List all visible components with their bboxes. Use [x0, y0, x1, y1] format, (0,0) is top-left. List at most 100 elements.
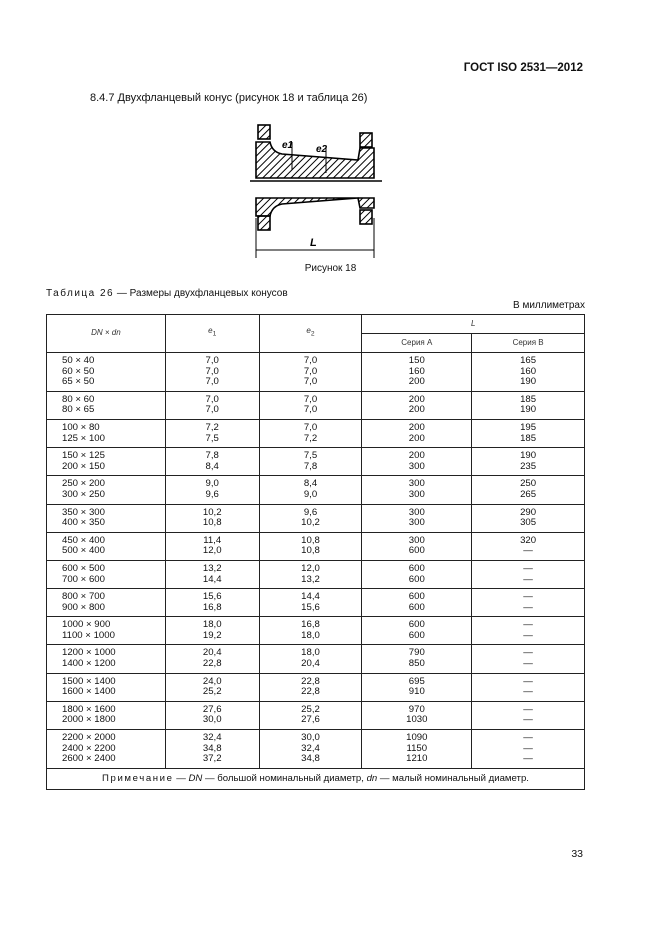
- cell-value: 22,8: [301, 675, 320, 687]
- header-series-b: Серия В: [471, 333, 585, 353]
- cell-value: —: [523, 675, 533, 687]
- cell-value: —: [523, 703, 533, 715]
- cell-value: 50 × 40: [62, 355, 95, 366]
- cell-value: 1030: [406, 714, 428, 726]
- table-cell: 7,0 7,0 7,0: [164, 352, 260, 392]
- cell-value: 800 × 700: [62, 591, 105, 603]
- cell-value: —: [523, 545, 533, 557]
- cell-value: 910: [408, 686, 425, 698]
- cell-value: 30,0: [202, 714, 222, 726]
- cell-value: 2400 × 2200: [62, 742, 116, 754]
- cell-value: 1200 × 1000: [62, 647, 116, 659]
- table-cell: 11,4 12,0: [164, 531, 260, 561]
- cell-value: 30,0: [301, 732, 320, 744]
- cell-value: 20,4: [301, 658, 320, 670]
- cell-value: 400 × 350: [62, 517, 105, 529]
- cell-value: 25,2: [202, 686, 222, 698]
- cell-value: 300: [408, 478, 425, 490]
- table-cell: 32,4 34,8 37,2: [164, 729, 260, 769]
- cell-value: 12,0: [202, 545, 222, 557]
- table-cell: 790 850: [361, 644, 473, 674]
- table-cell: 300 600: [361, 531, 473, 561]
- table-cell: — —: [471, 700, 585, 731]
- cell-value: 160: [520, 365, 537, 377]
- cell-value: 790: [408, 647, 425, 659]
- table-cell: — —: [471, 672, 585, 702]
- cell-value: 11,4: [203, 534, 222, 546]
- cell-value: 300: [408, 517, 425, 529]
- table-cell: 14,4 15,6: [258, 588, 363, 618]
- cell-value: 190: [520, 404, 537, 416]
- e1-label: e1: [282, 140, 294, 151]
- cell-value: 7,0: [205, 376, 219, 388]
- cell-value: —: [523, 732, 533, 744]
- document-id: ГОСТ ISO 2531—2012: [463, 62, 583, 74]
- cell-value: 19,2: [202, 629, 222, 641]
- table-row-group: 350 × 300 400 × 350 10,2 10,8 9,6 10,2 300 300 2…: [46, 503, 585, 533]
- cell-value: 190: [520, 450, 537, 462]
- cell-value: 27,6: [202, 703, 222, 715]
- cell-value: 600: [408, 562, 425, 574]
- cell-value: 22,8: [301, 686, 320, 698]
- header-e2: e2: [258, 314, 363, 353]
- table-cell: 22,8 22,8: [258, 672, 363, 702]
- cell-value: 150 × 125: [62, 450, 105, 462]
- cell-value: 1150: [406, 742, 428, 754]
- table-cell: 7,0 7,0: [164, 390, 260, 420]
- table-cell: 300 300: [361, 503, 473, 533]
- table-row-group: 1000 × 900 1100 × 1000 18,0 19,2 16,8 18,0 600…: [46, 616, 585, 646]
- table-cell: 27,6 30,0: [164, 700, 260, 731]
- cell-value: 1210: [406, 753, 428, 765]
- table-cell: 1090 1150 1210: [361, 729, 473, 769]
- cell-value: 7,0: [303, 365, 318, 377]
- cell-value: 2200 × 2000: [62, 732, 116, 744]
- table-cell: 10,2 10,8: [164, 503, 260, 533]
- table-title-text: — Размеры двухфланцевых конусов: [114, 288, 288, 299]
- cell-value: 125 × 100: [62, 432, 105, 444]
- table-cell: 15,6 16,8: [164, 588, 260, 618]
- header-e1: e1: [164, 314, 260, 353]
- table-cell: 100 × 80 125 × 100: [46, 418, 166, 449]
- cell-value: 65 × 50: [62, 376, 95, 388]
- dimensions-table: DN × dn e1 e2 L Серия А Серия В 50 × 40 6…: [46, 314, 585, 791]
- table-cell: 7,2 7,5: [164, 418, 260, 449]
- cell-value: 10,2: [202, 506, 222, 518]
- table-cell: 1200 × 1000 1400 × 1200: [46, 644, 166, 674]
- cell-value: 1400 × 1200: [62, 658, 116, 670]
- cell-value: 8,4: [303, 478, 318, 490]
- cell-value: —: [523, 573, 533, 585]
- table-cell: 600 × 500 700 × 600: [46, 559, 166, 590]
- table-cell: 18,0 20,4: [258, 644, 363, 674]
- cell-value: 22,8: [202, 658, 222, 670]
- table-cell: 7,8 8,4: [164, 447, 260, 477]
- cell-value: 7,8: [205, 450, 219, 462]
- cell-value: —: [523, 562, 533, 574]
- cell-value: 7,2: [303, 432, 318, 444]
- table-cell: 600 600: [361, 616, 473, 646]
- cell-value: 10,8: [301, 534, 320, 546]
- cell-value: 300: [408, 534, 425, 546]
- cell-value: 13,2: [301, 573, 320, 585]
- cell-value: 300: [408, 460, 425, 472]
- cell-value: 250 × 200: [62, 478, 105, 490]
- cell-value: 200: [408, 450, 425, 462]
- cell-value: 200: [408, 404, 425, 416]
- table-cell: 9,6 10,2: [258, 503, 363, 533]
- table-cell: 150 × 125 200 × 150: [46, 447, 166, 477]
- table-cell: 8,4 9,0: [258, 475, 363, 505]
- table-cell: 350 × 300 400 × 350: [46, 503, 166, 533]
- cell-value: 1000 × 900: [62, 619, 111, 631]
- cell-value: 7,0: [303, 376, 318, 388]
- cell-value: 695: [408, 675, 425, 687]
- table-cell: 600 600: [361, 559, 473, 590]
- cell-value: 9,6: [303, 506, 318, 518]
- cell-value: 34,8: [301, 753, 320, 765]
- units-label: В миллиметрах: [513, 300, 585, 311]
- cell-value: 37,2: [202, 753, 222, 765]
- e2-label: e2: [316, 144, 328, 155]
- table-cell: 24,0 25,2: [164, 672, 260, 702]
- table-row-group: 80 × 60 80 × 65 7,0 7,0 7,0 7,0 200 200 185 190: [46, 390, 585, 420]
- cell-value: 7,0: [303, 421, 318, 433]
- table-cell: 25,2 27,6: [258, 700, 363, 731]
